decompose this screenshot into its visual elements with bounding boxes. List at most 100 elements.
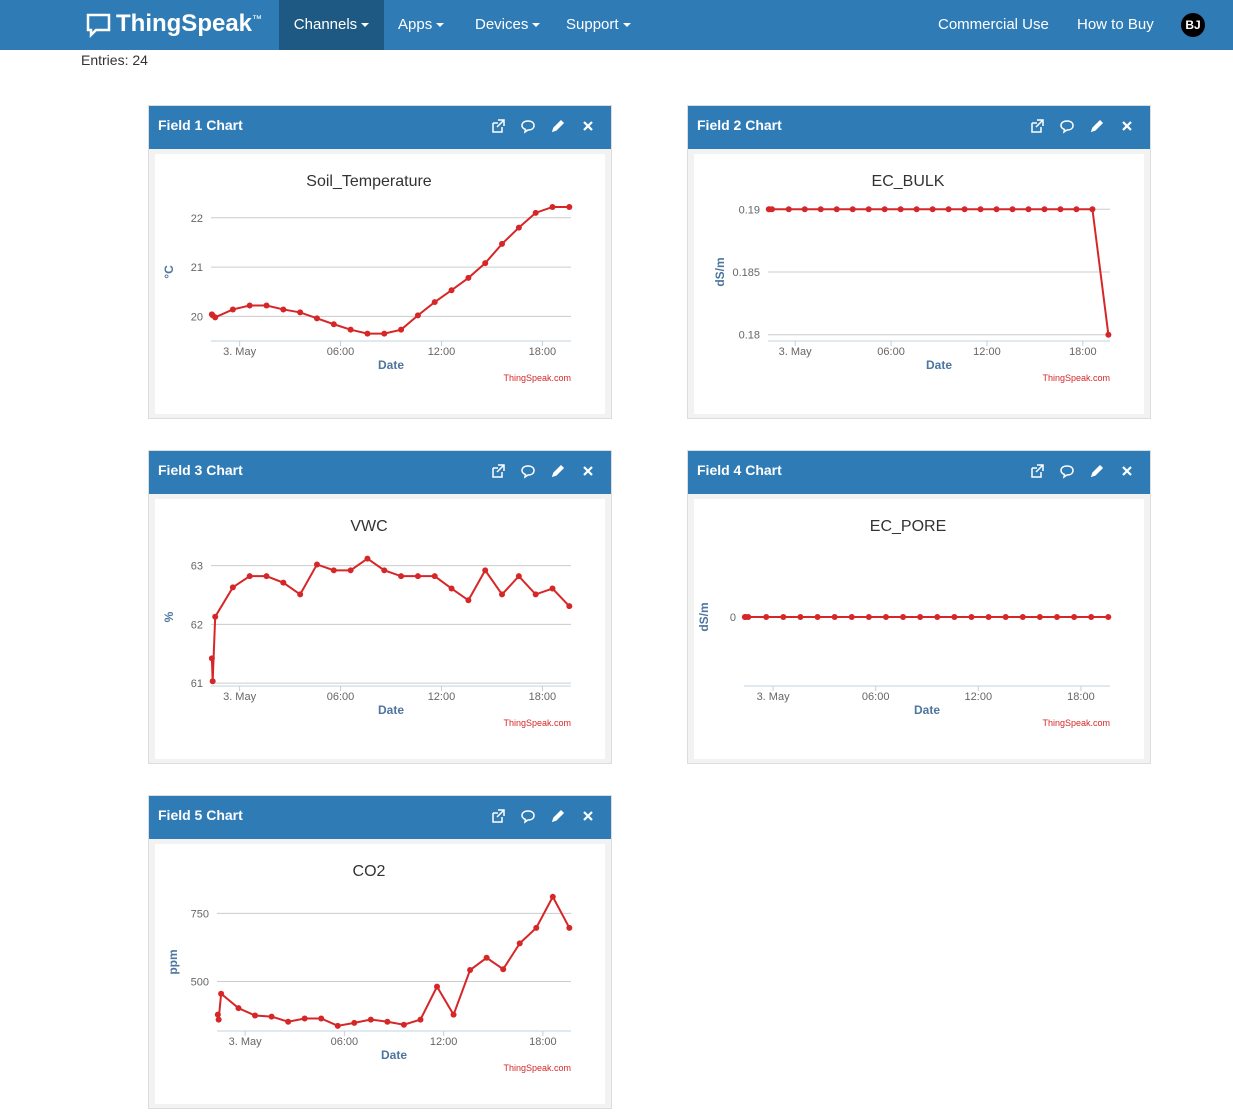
panel-icon[interactable] <box>521 120 535 134</box>
data-point[interactable] <box>450 1011 457 1018</box>
data-point[interactable] <box>351 1019 358 1026</box>
data-point[interactable] <box>235 1005 242 1012</box>
panel-icon[interactable] <box>1060 120 1074 134</box>
data-point[interactable] <box>929 206 936 213</box>
data-point[interactable] <box>212 314 219 321</box>
avatar[interactable]: BJ <box>1181 13 1205 37</box>
data-point[interactable] <box>533 924 540 931</box>
brand-text[interactable]: ThingSpeak <box>116 10 253 37</box>
data-point[interactable] <box>849 206 856 213</box>
data-point[interactable] <box>400 1021 407 1028</box>
data-point[interactable] <box>780 614 787 620</box>
data-point[interactable] <box>285 1018 292 1025</box>
data-point[interactable] <box>483 954 490 961</box>
menu-item[interactable]: How to Buy <box>1077 16 1154 33</box>
data-point[interactable] <box>246 573 253 580</box>
menu-item[interactable]: Channels <box>279 0 384 50</box>
data-point[interactable] <box>499 240 506 247</box>
data-point[interactable] <box>330 321 337 328</box>
data-point[interactable] <box>212 613 219 620</box>
data-point[interactable] <box>208 655 215 662</box>
data-point[interactable] <box>263 573 270 580</box>
data-point[interactable] <box>482 567 489 574</box>
data-point[interactable] <box>768 206 775 213</box>
data-point[interactable] <box>745 614 752 620</box>
data-point[interactable] <box>434 983 441 990</box>
data-point[interactable] <box>900 614 907 620</box>
data-point[interactable] <box>347 326 354 333</box>
menu-item[interactable]: Support <box>566 0 631 50</box>
panel-icon[interactable] <box>492 464 505 478</box>
data-point[interactable] <box>297 591 304 598</box>
panel-icon[interactable] <box>492 809 505 823</box>
data-point[interactable] <box>301 1015 308 1022</box>
data-point[interactable] <box>797 614 804 620</box>
data-point[interactable] <box>763 614 770 620</box>
panel-icon[interactable] <box>1090 119 1104 133</box>
panel-icon[interactable] <box>1090 464 1104 478</box>
data-point[interactable] <box>1002 614 1009 620</box>
data-point[interactable] <box>313 561 320 568</box>
menu-item[interactable]: Commercial Use <box>938 16 1049 33</box>
data-point[interactable] <box>1071 614 1078 620</box>
data-point[interactable] <box>465 274 472 281</box>
data-point[interactable] <box>532 209 539 216</box>
data-point[interactable] <box>532 591 539 598</box>
data-point[interactable] <box>549 585 556 592</box>
data-point[interactable] <box>985 614 992 620</box>
data-point[interactable] <box>1073 206 1080 213</box>
data-point[interactable] <box>229 584 236 591</box>
menu-text[interactable]: Devices <box>475 16 529 33</box>
data-point[interactable] <box>977 206 984 213</box>
panel-icon[interactable] <box>551 119 565 133</box>
data-point[interactable] <box>297 309 304 316</box>
data-point[interactable] <box>882 614 889 620</box>
data-point[interactable] <box>218 990 225 997</box>
data-point[interactable] <box>516 940 523 947</box>
data-point[interactable] <box>566 924 573 931</box>
data-point[interactable] <box>347 567 354 574</box>
data-point[interactable] <box>961 206 968 213</box>
data-point[interactable] <box>252 1012 259 1019</box>
data-point[interactable] <box>448 287 455 294</box>
data-point[interactable] <box>1053 614 1060 620</box>
data-point[interactable] <box>848 614 855 620</box>
data-point[interactable] <box>968 614 975 620</box>
data-point[interactable] <box>1057 206 1064 213</box>
data-point[interactable] <box>268 1013 275 1020</box>
data-point[interactable] <box>364 330 371 337</box>
data-point[interactable] <box>482 260 489 267</box>
data-point[interactable] <box>817 206 824 213</box>
data-point[interactable] <box>1088 614 1095 620</box>
data-point[interactable] <box>549 893 556 900</box>
data-point[interactable] <box>1036 614 1043 620</box>
data-point[interactable] <box>465 597 472 604</box>
brand[interactable]: ThingSpeak™ <box>116 10 262 38</box>
data-point[interactable] <box>831 614 838 620</box>
data-point[interactable] <box>414 312 421 319</box>
data-point[interactable] <box>448 585 455 592</box>
panel-icon[interactable] <box>1122 121 1132 131</box>
data-point[interactable] <box>500 966 507 973</box>
data-point[interactable] <box>431 573 438 580</box>
data-point[interactable] <box>913 206 920 213</box>
data-point[interactable] <box>364 555 371 562</box>
data-point[interactable] <box>566 603 573 610</box>
data-point[interactable] <box>334 1022 341 1029</box>
data-point[interactable] <box>384 1018 391 1025</box>
menu-text[interactable]: Channels <box>293 16 358 33</box>
data-point[interactable] <box>215 1016 222 1023</box>
data-point[interactable] <box>1009 206 1016 213</box>
data-point[interactable] <box>801 206 808 213</box>
menu-item[interactable]: Apps <box>398 0 445 50</box>
data-point[interactable] <box>381 567 388 574</box>
data-point[interactable] <box>330 567 337 574</box>
menu-item[interactable]: Devices <box>475 0 541 50</box>
panel-icon[interactable] <box>1060 465 1074 479</box>
panel-icon[interactable] <box>583 121 593 131</box>
data-point[interactable] <box>367 1016 374 1023</box>
data-point[interactable] <box>431 299 438 306</box>
data-point[interactable] <box>515 573 522 580</box>
data-point[interactable] <box>1105 331 1112 338</box>
panel-icon[interactable] <box>1122 466 1132 476</box>
